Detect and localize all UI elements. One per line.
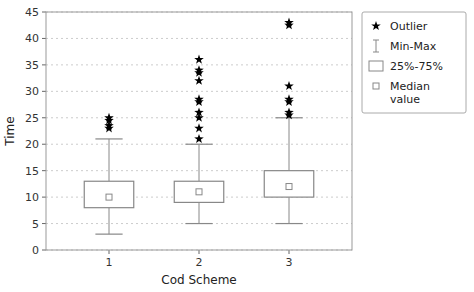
legend-label: Outlier [390, 20, 428, 33]
box [174, 181, 224, 202]
whisker [109, 208, 110, 234]
whisker [199, 144, 200, 181]
legend-frame [362, 12, 466, 113]
x-axis-label: Cod Scheme [161, 273, 236, 287]
y-axis-label: Time [3, 116, 17, 146]
outlier [104, 113, 114, 122]
median [196, 189, 202, 195]
y-tick [42, 197, 46, 198]
legend-symbol [376, 40, 377, 52]
outlier [194, 107, 204, 116]
x-tick [199, 250, 200, 254]
y-tick-label: 5 [32, 218, 39, 231]
outlier [284, 18, 294, 27]
x-tick-label: 1 [106, 256, 113, 269]
y-tick-label: 15 [25, 165, 39, 178]
outlier [194, 94, 204, 103]
y-tick [42, 144, 46, 145]
y-tick [42, 250, 46, 251]
y-tick [42, 91, 46, 92]
y-tick [42, 170, 46, 171]
y-tick-label: 30 [25, 85, 39, 98]
outlier [194, 76, 204, 85]
x-tick [289, 250, 290, 254]
legend-symbol [371, 21, 381, 30]
y-tick-label: 25 [25, 112, 39, 125]
x-tick-label: 2 [196, 256, 203, 269]
grid-line [46, 223, 352, 224]
whisker [289, 118, 290, 171]
x-tick-label: 3 [286, 256, 293, 269]
whisker-cap [185, 144, 212, 145]
legend-symbol [369, 61, 383, 71]
whisker-cap [95, 138, 122, 139]
outlier [284, 107, 294, 116]
chart: 0 5 10 15 20 25 30 35 40 45 1 2 3 Cod Scheme Time Outli… [0, 0, 474, 292]
whisker [289, 197, 290, 223]
plot-area [84, 18, 314, 235]
legend: Outlier Min-Max 25%-75% Medianvalue [362, 12, 466, 113]
y-tick-label: 0 [32, 244, 39, 257]
plot-frame [46, 12, 352, 250]
y-tick-label: 10 [25, 191, 39, 204]
outlier [284, 94, 294, 103]
grid-line [46, 38, 352, 39]
legend-label: Min-Max [390, 40, 437, 53]
y-tick-label: 45 [25, 6, 39, 19]
whisker [199, 202, 200, 223]
outlier [284, 81, 294, 90]
outlier [194, 65, 204, 74]
y-tick [42, 64, 46, 65]
outlier [194, 134, 204, 143]
box [84, 181, 134, 207]
y-tick [42, 12, 46, 13]
whisker-cap [275, 223, 302, 224]
whisker-cap [185, 223, 212, 224]
whisker-cap [275, 117, 302, 118]
legend-symbol [373, 52, 379, 53]
y-tick [42, 38, 46, 39]
grid-line [46, 144, 352, 145]
x-tick [109, 250, 110, 254]
y-tick [42, 117, 46, 118]
y-tick-label: 35 [25, 59, 39, 72]
y-tick-label: 40 [25, 32, 39, 45]
y-tick [42, 223, 46, 224]
legend-label: Medianvalue [390, 80, 430, 106]
grid-line [46, 91, 352, 92]
whisker [109, 139, 110, 181]
legend-label: 25%-75% [390, 60, 443, 73]
y-tick-label: 20 [25, 138, 39, 151]
box [264, 171, 314, 197]
legend-symbol [373, 40, 379, 41]
median [286, 184, 292, 190]
median [106, 194, 112, 200]
outlier [194, 123, 204, 132]
legend-symbol [373, 83, 379, 89]
whisker-cap [95, 234, 122, 235]
outlier [194, 55, 204, 64]
